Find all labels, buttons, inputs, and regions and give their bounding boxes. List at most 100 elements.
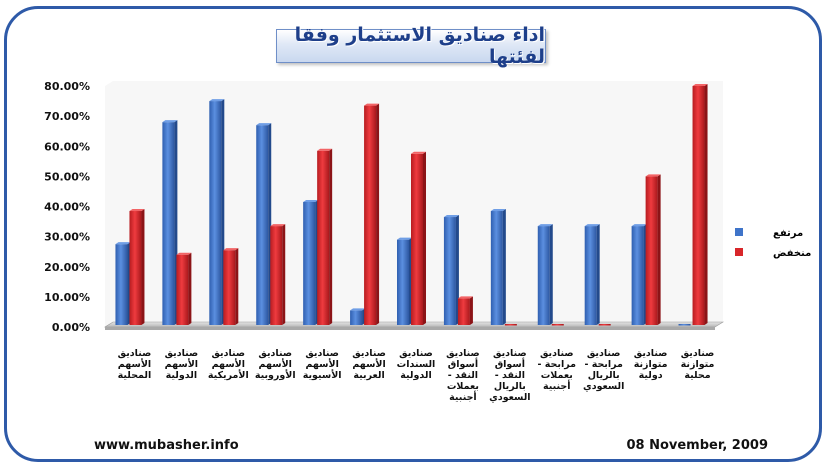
x-category-label-line: السندات	[397, 359, 436, 370]
x-category-label: صناديق متوازنة دولية	[634, 348, 668, 381]
bar-top	[129, 209, 145, 212]
x-category-label-line: السعودي	[489, 392, 530, 403]
x-category-label: صناديق الأسهم المحلية	[118, 348, 152, 381]
x-category-label-line: الدولية	[400, 370, 431, 381]
x-category-label: صناديق الأسهم العربية	[352, 348, 386, 381]
x-category-label-line: بالريال	[588, 370, 620, 381]
y-tick-label: 60.00%	[44, 140, 90, 153]
x-category-label: صناديق أسواق النقد -بعملات أجنبية	[446, 348, 480, 403]
bar-top	[256, 123, 272, 126]
bar-top	[317, 148, 333, 151]
bar-low	[129, 211, 142, 325]
legend-label-high: مرتفع	[773, 228, 803, 239]
bar-low	[692, 86, 705, 325]
bar-high	[303, 201, 316, 325]
bar-low	[551, 324, 564, 326]
y-tick-label: 20.00%	[44, 261, 90, 274]
bar-side	[455, 215, 459, 325]
x-category-label-line: الأسيوية	[303, 369, 342, 381]
legend-swatch-high	[735, 228, 743, 236]
x-category-label-line: النقد -	[448, 370, 478, 381]
x-category-label-line: الأسهم	[305, 358, 338, 370]
bar-high	[115, 244, 128, 325]
chart-title: اداء صناديق الاستثمار وفقا لفئتها	[294, 24, 545, 68]
bar-high	[162, 122, 175, 326]
bar-high	[443, 217, 456, 325]
bar-high	[631, 226, 644, 325]
bar-side	[657, 174, 661, 325]
bar-top	[270, 224, 286, 227]
bar-top	[631, 224, 647, 227]
bar-high	[209, 101, 222, 325]
footer-website: www.mubasher.info	[94, 438, 239, 453]
x-category-label: صناديق الأسهم الأمريكية	[208, 348, 249, 381]
y-tick-label: 30.00%	[44, 231, 90, 244]
x-category-label-line: صناديق	[305, 348, 339, 359]
bar-high	[256, 125, 269, 325]
legend: مرتفع منخفض	[735, 228, 811, 259]
x-category-label-line: النقد -	[495, 370, 525, 381]
x-category-label-line: الأوروبية	[255, 369, 296, 381]
bar-top	[209, 99, 225, 102]
bar-top	[162, 120, 178, 123]
chart-floor-edge	[105, 327, 715, 330]
x-category-label-line: صناديق	[211, 348, 245, 359]
bar-top	[223, 248, 239, 251]
bar-side	[704, 84, 708, 325]
x-category-label-line: صناديق	[399, 348, 433, 359]
bar-top	[584, 224, 600, 227]
x-category-label-line: الأسهم	[118, 358, 151, 370]
y-tick-label: 50.00%	[44, 170, 90, 183]
bar-low	[457, 298, 470, 325]
bar-low	[411, 153, 423, 325]
bar-top	[115, 242, 131, 245]
bar-side	[329, 148, 333, 325]
x-category-label: صناديق الأسهم الدولية	[165, 348, 199, 381]
x-category-label-line: أسواق	[495, 357, 525, 370]
bar-top	[364, 103, 380, 106]
x-category-label-line: الأسهم	[165, 358, 198, 370]
bar-side	[376, 103, 380, 325]
bar-top	[303, 199, 319, 202]
x-category-label: صناديق الأسهم الأسيوية	[303, 348, 342, 381]
bar-low	[504, 324, 517, 326]
bar-side	[549, 224, 553, 325]
bar-top	[645, 174, 661, 177]
legend-swatch-low	[735, 248, 743, 256]
bar-top	[457, 296, 473, 299]
x-category-label-line: محلية	[684, 370, 710, 381]
x-category-label-line: الأسهم	[212, 358, 245, 370]
bar-side	[596, 224, 600, 325]
bar-top	[537, 224, 553, 227]
x-category-label: صناديق أسواق النقد -بالريال السعودي	[489, 348, 530, 403]
x-category-label-line: الدولية	[166, 370, 197, 381]
x-category-label-line: دولية	[639, 370, 663, 381]
bar-side	[141, 209, 145, 325]
chart-title-box: اداء صناديق الاستثمار وفقا لفئتها	[276, 24, 546, 68]
x-category-label-line: أجنبية	[449, 390, 477, 403]
x-category-label-line: بعملات	[541, 370, 573, 381]
x-category-label-line: صناديق	[446, 348, 480, 359]
x-category-label-line: أسواق	[448, 357, 478, 370]
y-tick-label: 40.00%	[44, 201, 90, 214]
legend-label-low: منخفض	[773, 248, 811, 259]
x-category-label: صناديق الأسهم الأوروبية	[255, 348, 296, 381]
x-category-label-line: صناديق	[540, 348, 574, 359]
bar-side	[235, 248, 239, 325]
bar-high	[678, 324, 691, 326]
x-category-label-line: بالريال	[494, 381, 526, 392]
y-tick-label: 70.00%	[44, 110, 90, 123]
x-category-label-line: الأسهم	[352, 358, 385, 370]
x-category-label: صناديق مرابحة -بالريال السعودي	[583, 348, 624, 392]
x-category-label-line: مرابحة -	[538, 359, 577, 370]
x-category-label-line: الأمريكية	[208, 369, 249, 381]
y-tick-label: 10.00%	[44, 291, 90, 304]
bar-low	[270, 226, 283, 325]
x-category-label-line: مرابحة -	[584, 359, 623, 370]
bar-low	[598, 324, 611, 326]
bar-low	[645, 176, 658, 325]
bar-high	[490, 211, 503, 325]
x-category-label-line: صناديق	[118, 348, 152, 359]
bar-high	[537, 226, 550, 325]
